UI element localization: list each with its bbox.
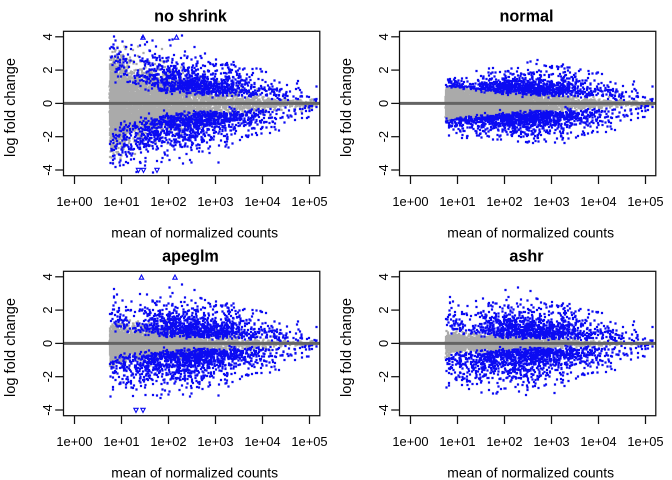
svg-text:-2: -2 [376, 371, 391, 382]
svg-text:0: 0 [40, 100, 55, 107]
svg-text:4: 4 [376, 273, 391, 280]
svg-text:2: 2 [40, 307, 55, 314]
svg-text:1e+02: 1e+02 [150, 434, 186, 449]
svg-text:normal: normal [500, 8, 554, 26]
svg-text:4: 4 [376, 33, 391, 40]
svg-text:-4: -4 [40, 164, 55, 175]
svg-text:-2: -2 [40, 371, 55, 382]
svg-text:1e+00: 1e+00 [56, 194, 92, 209]
svg-text:2: 2 [376, 307, 391, 314]
svg-text:1e+01: 1e+01 [103, 194, 139, 209]
svg-text:1e+04: 1e+04 [580, 434, 616, 449]
svg-text:1e+01: 1e+01 [103, 434, 139, 449]
svg-text:1e+05: 1e+05 [627, 194, 663, 209]
svg-text:1e+01: 1e+01 [439, 194, 475, 209]
svg-text:4: 4 [40, 273, 55, 280]
svg-text:1e+03: 1e+03 [197, 434, 233, 449]
svg-text:4: 4 [40, 33, 55, 40]
svg-text:1e+02: 1e+02 [486, 434, 522, 449]
svg-text:2: 2 [376, 67, 391, 74]
svg-text:1e+04: 1e+04 [244, 194, 280, 209]
svg-text:mean of normalized counts: mean of normalized counts [447, 465, 614, 480]
svg-text:1e+04: 1e+04 [580, 194, 616, 209]
svg-text:0: 0 [40, 340, 55, 347]
svg-text:1e+02: 1e+02 [486, 194, 522, 209]
svg-text:mean of normalized counts: mean of normalized counts [111, 465, 278, 480]
svg-text:1e+03: 1e+03 [197, 194, 233, 209]
svg-text:log fold change: log fold change [339, 58, 355, 157]
svg-text:-4: -4 [40, 404, 55, 415]
svg-text:log fold change: log fold change [3, 58, 19, 157]
svg-text:ashr: ashr [509, 248, 544, 266]
svg-text:1e+05: 1e+05 [291, 194, 327, 209]
svg-text:1e+02: 1e+02 [150, 194, 186, 209]
svg-text:1e+00: 1e+00 [392, 434, 428, 449]
svg-text:mean of normalized counts: mean of normalized counts [447, 225, 614, 241]
svg-text:apeglm: apeglm [162, 248, 219, 266]
svg-text:1e+05: 1e+05 [627, 434, 663, 449]
svg-text:log fold change: log fold change [339, 298, 355, 397]
svg-text:log fold change: log fold change [3, 298, 19, 397]
svg-text:1e+00: 1e+00 [392, 194, 428, 209]
svg-text:0: 0 [376, 100, 391, 107]
svg-text:1e+05: 1e+05 [291, 434, 327, 449]
svg-text:-4: -4 [376, 404, 391, 415]
svg-text:-4: -4 [376, 164, 391, 175]
svg-text:1e+03: 1e+03 [533, 194, 569, 209]
svg-text:no shrink: no shrink [154, 8, 228, 26]
svg-text:1e+04: 1e+04 [244, 434, 280, 449]
svg-text:mean of normalized counts: mean of normalized counts [111, 225, 278, 241]
svg-text:-2: -2 [376, 131, 391, 142]
svg-text:1e+03: 1e+03 [533, 434, 569, 449]
svg-text:0: 0 [376, 340, 391, 347]
svg-text:1e+00: 1e+00 [56, 434, 92, 449]
svg-text:2: 2 [40, 67, 55, 74]
svg-text:-2: -2 [40, 131, 55, 142]
svg-text:1e+01: 1e+01 [439, 434, 475, 449]
